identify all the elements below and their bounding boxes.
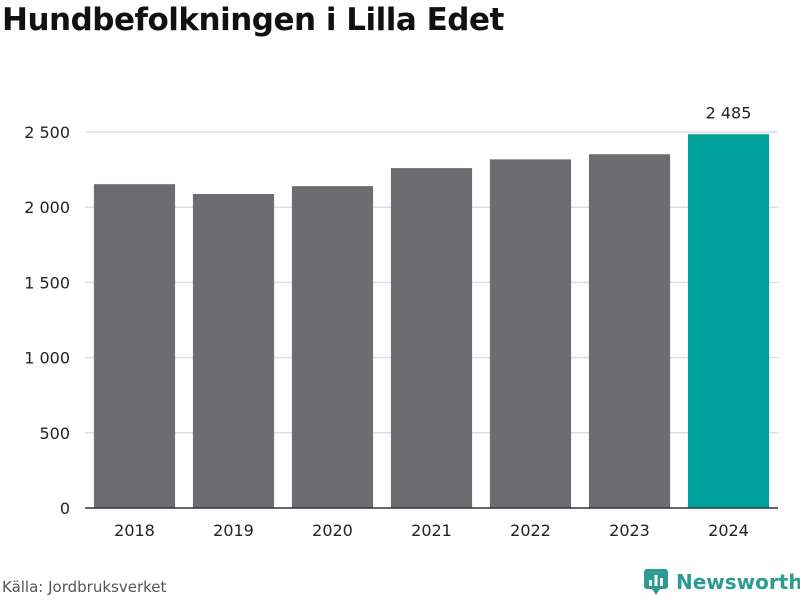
x-tick-label: 2023 — [609, 521, 650, 540]
x-tick-label: 2019 — [213, 521, 254, 540]
bar — [489, 159, 572, 508]
chart-title: Hundbefolkningen i Lilla Edet — [2, 2, 504, 38]
x-tick-label: 2024 — [708, 521, 749, 540]
y-tick-label: 2 000 — [24, 198, 70, 217]
brand-logo: Newsworthy — [644, 569, 800, 595]
bar — [687, 134, 770, 509]
x-tick-label: 2022 — [510, 521, 551, 540]
y-tick-label: 0 — [60, 499, 70, 518]
bar — [93, 184, 176, 509]
x-tick-label: 2021 — [411, 521, 452, 540]
bar — [588, 154, 671, 508]
y-tick-label: 1 000 — [24, 349, 70, 368]
data-label: 2 485 — [706, 103, 752, 122]
y-tick-label: 500 — [39, 424, 70, 443]
y-tick-label: 2 500 — [24, 123, 70, 142]
bar — [192, 193, 275, 509]
x-tick-label: 2018 — [114, 521, 155, 540]
source-note: Källa: Jordbruksverket — [2, 578, 167, 596]
y-tick-label: 1 500 — [24, 273, 70, 292]
bar — [390, 168, 473, 508]
brand-name: Newsworthy — [676, 570, 800, 594]
x-tick-label: 2020 — [312, 521, 353, 540]
bar — [291, 186, 374, 509]
newsworthy-logo-icon — [644, 569, 668, 595]
